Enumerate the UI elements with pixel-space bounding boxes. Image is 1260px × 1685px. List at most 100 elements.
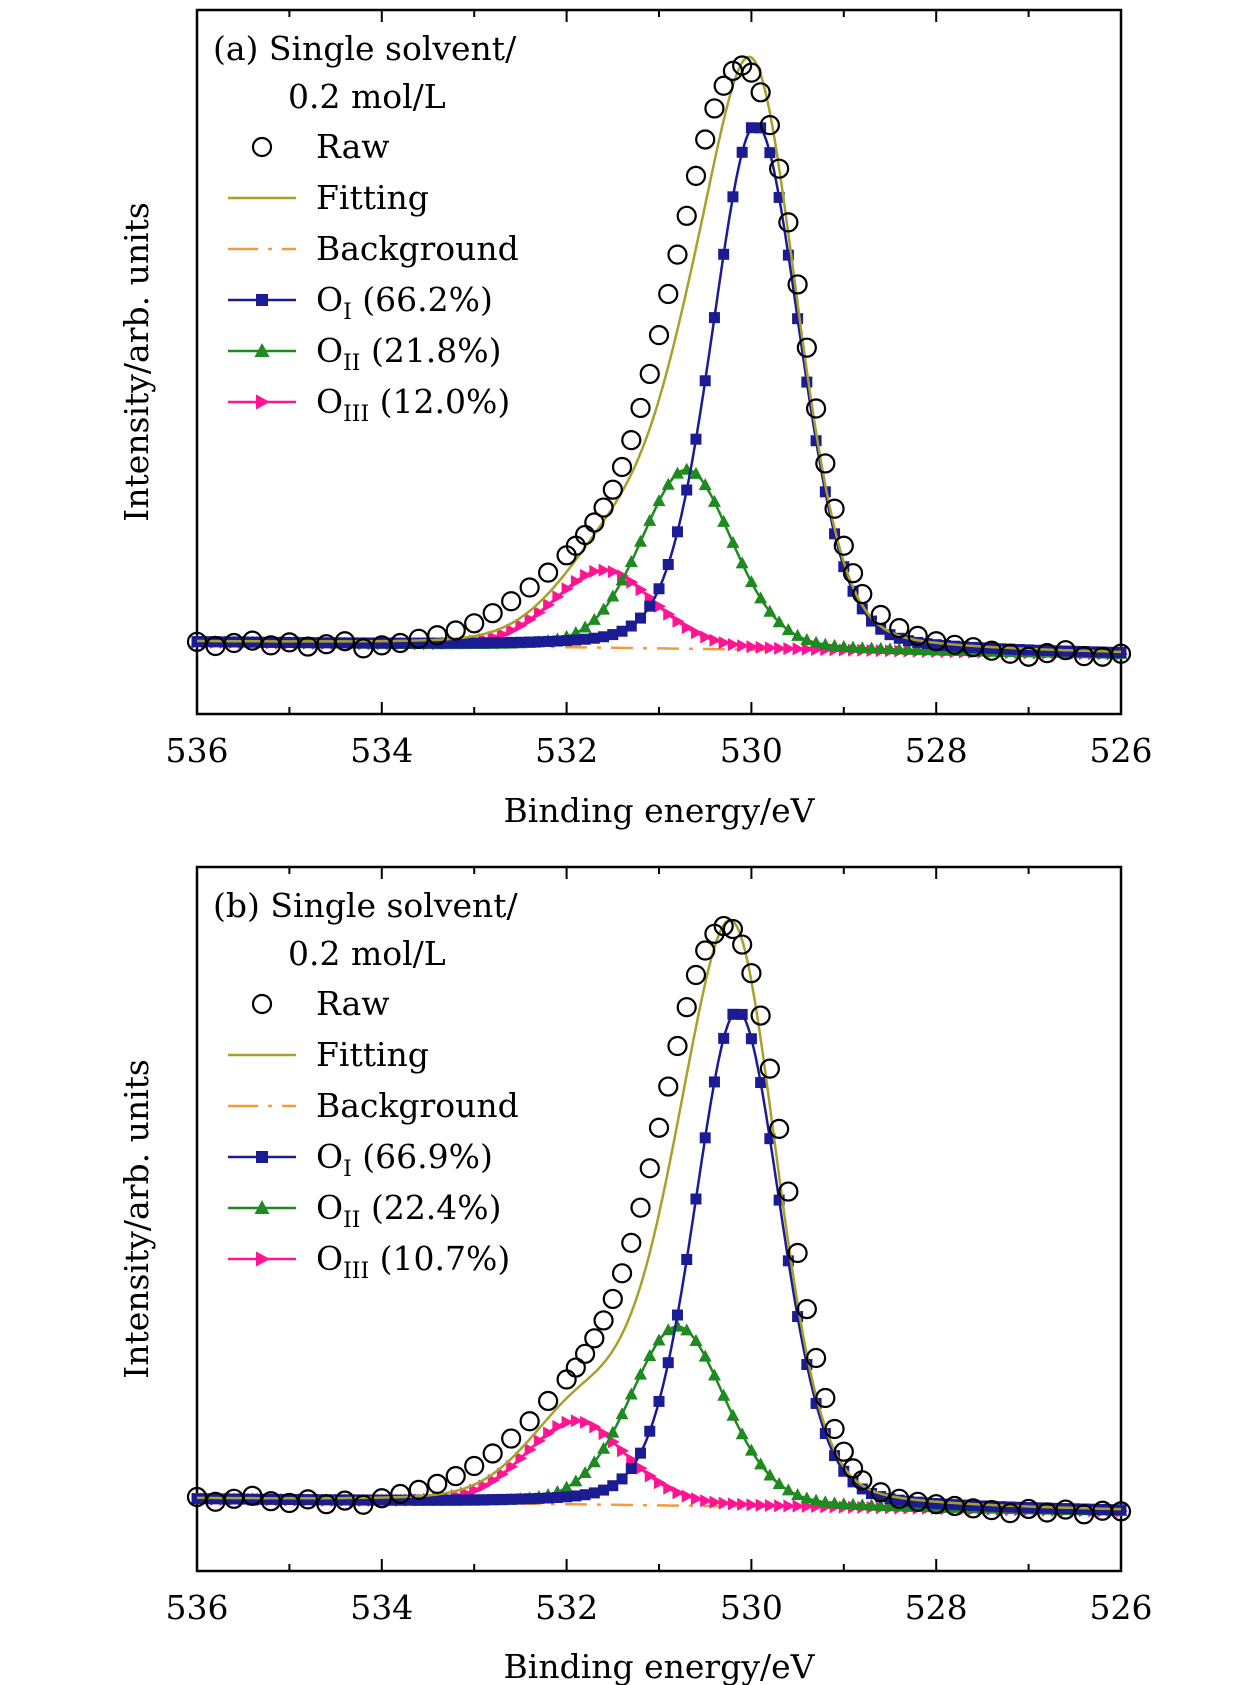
o1-square-marker [681, 1254, 693, 1266]
o3-triangle-marker [552, 590, 565, 604]
o3-triangle-marker [663, 607, 676, 621]
legend-label-percent: (66.9%) [352, 1137, 493, 1176]
raw-data-point [334, 631, 355, 652]
o1-square-marker [394, 637, 406, 649]
raw-data-point [648, 325, 670, 346]
o1-square-marker [819, 486, 831, 498]
o1-square-marker [708, 1076, 720, 1088]
o2-triangle-marker [818, 637, 832, 650]
raw-data-point [464, 1455, 485, 1477]
o3-triangle-marker [718, 1496, 731, 1510]
raw-data-point [1018, 1498, 1039, 1520]
raw-data-point [852, 1470, 873, 1491]
raw-data-point [242, 1485, 263, 1506]
x-tick-label: 530 [720, 1588, 783, 1627]
legend-label-subscript: II [343, 1208, 360, 1233]
raw-data-point [713, 75, 734, 96]
raw-data-point [695, 129, 716, 150]
raw-data-point [787, 1242, 808, 1264]
o1-square-marker [690, 433, 702, 445]
o2-triangle-marker [791, 628, 805, 641]
legend-label-fitting: Fitting [316, 178, 429, 217]
raw-data-point [186, 1486, 208, 1508]
raw-data-point [639, 1158, 660, 1179]
o1-square-marker [893, 632, 905, 644]
raw-data-point [778, 1181, 799, 1202]
o2-triangle-marker [883, 1499, 897, 1512]
o1-square-marker [635, 1447, 647, 1459]
o1-square-marker [561, 1491, 573, 1503]
o1-square-marker [782, 1255, 794, 1267]
raw-data-point [538, 1390, 559, 1412]
legend-o1-marker [256, 1151, 268, 1163]
legend-label-o2: OII (21.8%) [316, 331, 502, 376]
o1-square-marker [588, 1487, 600, 1499]
raw-data-point [390, 1483, 411, 1505]
o3-triangle-marker [774, 1499, 787, 1513]
raw-data-point [963, 637, 984, 658]
raw-data-point [1073, 1504, 1095, 1525]
o2-triangle-marker [717, 1388, 731, 1401]
o3-triangle-marker [635, 1461, 648, 1475]
o3-triangle-marker [506, 623, 519, 637]
o2-triangle-marker [754, 1457, 768, 1470]
raw-data-point [445, 1466, 466, 1487]
raw-data-point [1018, 646, 1039, 667]
o2-triangle-marker [744, 575, 758, 588]
o2-triangle-marker [597, 602, 611, 615]
raw-data-point [501, 591, 522, 612]
o3-triangle-marker [737, 1497, 750, 1511]
legend-o3-marker [256, 394, 270, 410]
raw-data-point [741, 963, 762, 984]
raw-data-point [621, 1232, 642, 1253]
raw-data-point [445, 620, 466, 641]
o3-triangle-marker [644, 1469, 657, 1483]
o2-triangle-marker [634, 1367, 648, 1380]
o1-square-marker [625, 1463, 637, 1475]
o3-triangle-marker [589, 1420, 602, 1434]
raw-data-point [796, 1298, 817, 1320]
raw-data-point [611, 1263, 633, 1284]
legend-label-main: O [316, 1239, 343, 1278]
raw-data-point [741, 62, 762, 83]
o2-triangle-marker [689, 1333, 703, 1346]
raw-data-point [482, 1443, 503, 1464]
o2-triangle-marker [606, 1425, 620, 1438]
o2-triangle-marker [809, 635, 823, 648]
o1-square-marker [551, 1491, 563, 1503]
o1-square-marker [829, 528, 841, 540]
o1-square-marker [496, 637, 508, 649]
o2-triangle-marker [569, 1474, 583, 1487]
o2-triangle-marker [837, 1497, 851, 1510]
legend-label-subscript: III [343, 1259, 369, 1284]
o3-triangle-marker [654, 1476, 666, 1490]
o2-triangle-marker [855, 641, 869, 654]
o3-triangle-marker [524, 613, 537, 627]
o2-triangle-marker [680, 1323, 694, 1336]
raw-data-point [574, 524, 596, 546]
o1-square-marker [653, 1395, 665, 1407]
legend-o1-marker [256, 294, 268, 306]
y-axis-title-a: Intensity/arb. units [117, 202, 156, 522]
o3-triangle-marker [764, 1498, 777, 1512]
o3-triangle-marker [607, 565, 620, 579]
o3-triangle-marker [801, 642, 814, 656]
o3-triangle-marker [635, 583, 648, 597]
o3-triangle-marker [755, 640, 768, 654]
raw-data-point [667, 1035, 688, 1057]
o1-square-marker [459, 637, 471, 649]
o1-square-marker [718, 1032, 730, 1044]
o3-triangle-marker [737, 639, 750, 653]
x-tick-label: 530 [720, 731, 783, 770]
o2-triangle-marker [560, 1480, 574, 1493]
raw-data-point [611, 456, 633, 478]
raw-data-point [685, 964, 707, 986]
o1-square-marker [477, 637, 489, 649]
o3-triangle-marker [580, 1415, 593, 1429]
o2-triangle-marker [615, 1407, 629, 1420]
o3-triangle-marker [672, 1486, 685, 1500]
y-axis-title-b: Intensity/arb. units [117, 1059, 156, 1379]
o1-square-marker [681, 484, 693, 496]
